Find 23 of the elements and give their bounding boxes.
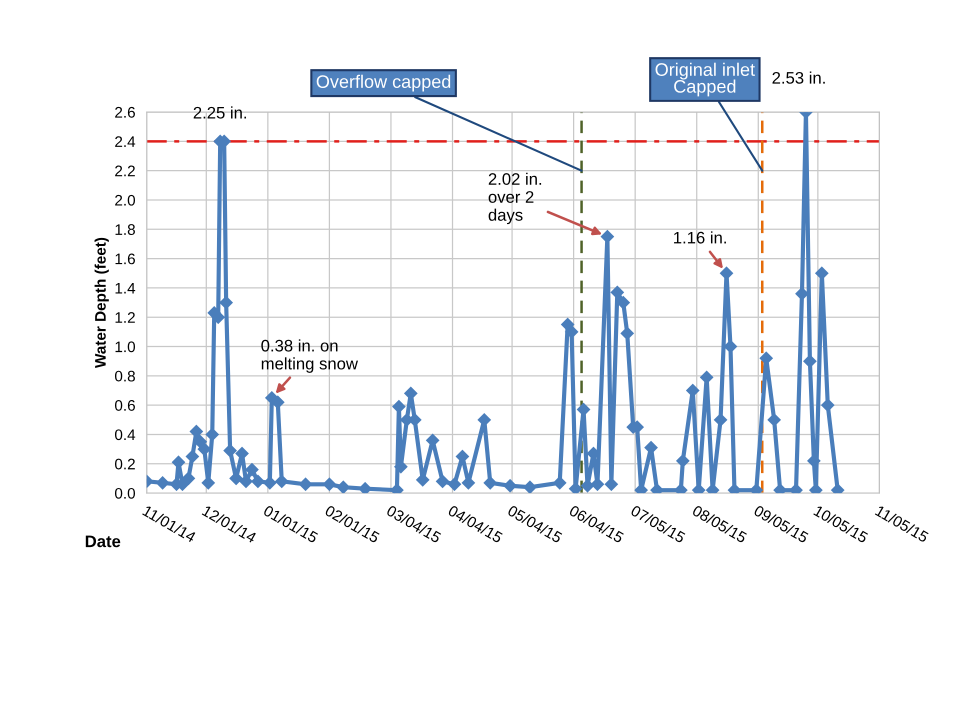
y-tick-label: 0.6: [114, 400, 135, 411]
y-tick-label: 2.0: [115, 194, 136, 206]
y-tick-label: 1.2: [116, 312, 135, 323]
y-tick-label: 2.6: [115, 106, 135, 118]
ref-line-label: Original inlet Capped: [656, 62, 755, 96]
x-axis-title: Date: [86, 536, 120, 548]
y-tick-label: 0.0: [114, 488, 136, 499]
annotation: 1.16 in.: [674, 231, 726, 244]
y-axis-title: Water Depth (feet): [94, 238, 109, 368]
y-tick-label: 1.8: [116, 224, 135, 235]
annotation: 0.38 in. on melting snow: [261, 339, 358, 373]
ref-line-label: Overflow capped: [316, 74, 450, 92]
y-tick-label: 2.4: [115, 136, 136, 147]
y-tick-label: 1.4: [116, 282, 136, 294]
annotation: 2.02 in. over 2 days: [488, 172, 542, 224]
y-tick-label: 0.4: [114, 429, 136, 440]
annotation: 2.53 in.: [772, 72, 825, 84]
y-tick-label: 0.8: [114, 370, 135, 382]
y-tick-label: 1.0: [116, 341, 136, 352]
y-tick-label: 2.2: [115, 166, 135, 176]
y-tick-label: 1.6: [116, 253, 135, 264]
annotation: 2.25 in.: [194, 106, 246, 119]
y-tick-label: 0.2: [114, 458, 135, 470]
